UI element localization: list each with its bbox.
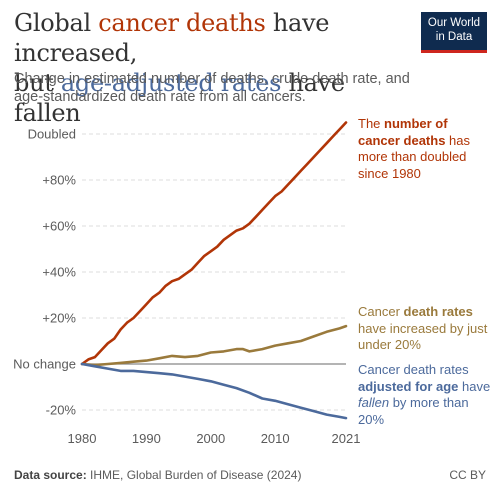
chart-subtitle: Change in estimated number of deaths, cr… — [14, 71, 410, 105]
title-text: but — [14, 69, 61, 97]
logo-line-2: in Data — [435, 31, 473, 43]
title-highlight-cancer-deaths: cancer deaths — [98, 9, 266, 37]
y-tick-label: +20% — [42, 311, 76, 326]
y-tick-label: +80% — [42, 173, 76, 188]
y-tick-label: No change — [13, 357, 76, 372]
y-tick-label: +40% — [42, 265, 76, 280]
y-tick-label: -20% — [46, 403, 77, 418]
y-tick-label: +60% — [42, 219, 76, 234]
x-tick-label: 1990 — [132, 431, 161, 446]
data-source: Data source: IHME, Global Burden of Dise… — [14, 468, 302, 482]
x-tick-label: 2021 — [332, 431, 361, 446]
license-link[interactable]: CC BY — [449, 468, 486, 482]
x-tick-label: 2000 — [196, 431, 225, 446]
logo-line-1: Our World — [427, 17, 481, 29]
annotation-number-of-deaths: The number of cancer deaths has more tha… — [358, 116, 471, 181]
series-line-brown — [80, 324, 348, 367]
title-text: Global — [14, 9, 99, 37]
annotation-age-adjusted-rates: Cancer death rates adjusted for age have… — [358, 362, 491, 427]
title-text: have increased, — [14, 9, 330, 67]
y-tick-label: Doubled — [28, 127, 76, 142]
x-tick-label: 1980 — [68, 431, 97, 446]
chart-title: Global cancer deaths have increased, but … — [14, 8, 414, 128]
owid-logo[interactable]: Our World in Data — [421, 12, 487, 53]
series-line-red — [80, 121, 348, 366]
title-text: have fallen — [14, 69, 345, 127]
series-line-blue — [80, 362, 348, 420]
annotation-death-rates: Cancer death rates have increased by jus… — [358, 304, 488, 352]
title-highlight-age-adjusted: age-adjusted rates — [60, 69, 282, 97]
x-tick-label: 2010 — [261, 431, 290, 446]
